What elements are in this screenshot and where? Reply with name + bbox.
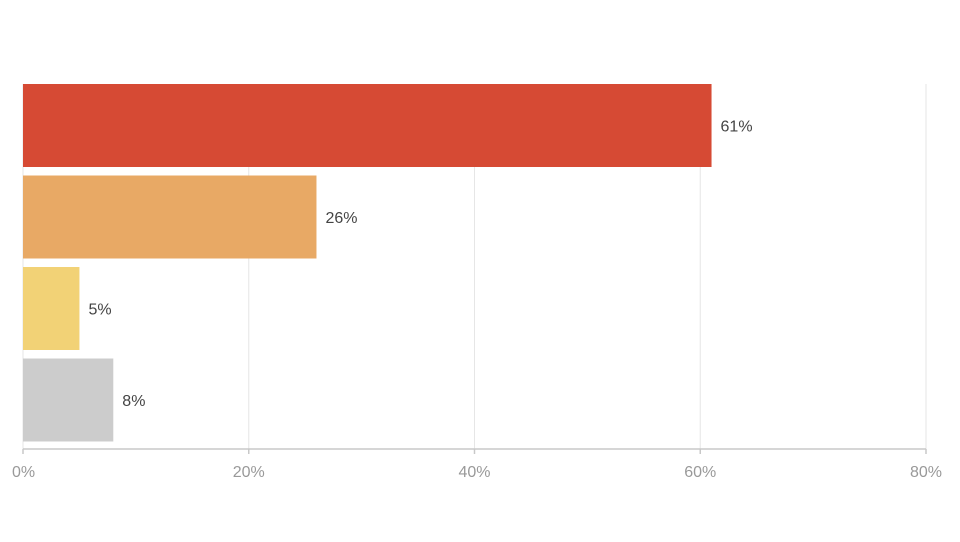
bar-3 <box>23 358 114 442</box>
bar-value-label: 5% <box>88 302 111 319</box>
label-layer: 61% 26% 5% 8% <box>88 119 752 411</box>
x-tick-label: 80% <box>910 464 942 481</box>
bar-value-label: 26% <box>325 210 357 227</box>
x-tick-label: 20% <box>233 464 265 481</box>
bar-value-label: 8% <box>122 393 145 410</box>
bar-1 <box>23 175 317 259</box>
axis-layer: 0% 20% 40% 60% 80% <box>12 448 942 481</box>
bar-layer <box>23 84 712 442</box>
bar-2 <box>23 267 80 350</box>
bar-value-label: 61% <box>721 119 753 136</box>
bar-0 <box>23 84 712 167</box>
x-tick-label: 0% <box>12 464 35 481</box>
x-tick-label: 40% <box>458 464 490 481</box>
x-tick-label: 60% <box>684 464 716 481</box>
